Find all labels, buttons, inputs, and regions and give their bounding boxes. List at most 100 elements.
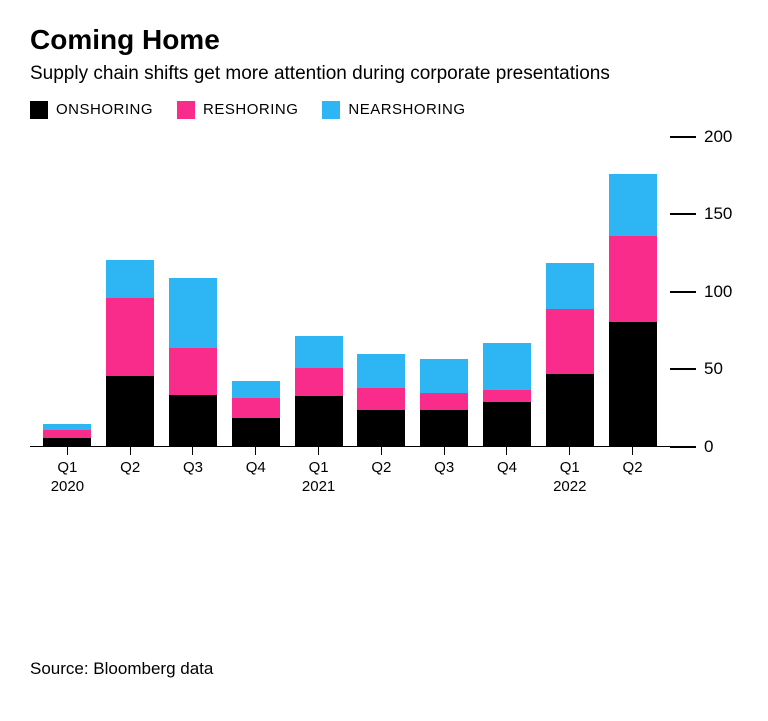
y-tick-mark: [670, 136, 696, 138]
bar-column: [609, 174, 657, 445]
x-tick-year: 2021: [295, 478, 343, 495]
legend-item-onshoring: ONSHORING: [30, 101, 153, 119]
bar-segment-reshoring: [609, 236, 657, 321]
x-tick-quarter: Q4: [483, 459, 531, 476]
source-text: Source: Bloomberg data: [30, 659, 213, 679]
bars-container: [30, 136, 670, 446]
chart-subtitle: Supply chain shifts get more attention d…: [30, 62, 710, 87]
bar-segment-onshoring: [169, 395, 217, 446]
bar-column: [420, 359, 468, 446]
x-tick-mark: [381, 447, 382, 455]
bar-segment-onshoring: [357, 410, 405, 446]
y-tick-mark: [670, 446, 696, 448]
y-tick-label: 0: [704, 437, 713, 457]
bar-column: [106, 260, 154, 446]
x-tick-mark: [506, 447, 507, 455]
bar-segment-onshoring: [546, 374, 594, 445]
x-tick-quarter: Q1: [43, 459, 91, 476]
x-tick-quarter: Q2: [609, 459, 657, 476]
bar-segment-onshoring: [43, 438, 91, 446]
bar-segment-onshoring: [483, 402, 531, 445]
x-tick-quarter: Q4: [232, 459, 280, 476]
y-tick-label: 100: [704, 282, 732, 302]
bar-segment-nearshoring: [106, 260, 154, 299]
y-tick: 150: [670, 204, 732, 224]
bar-segment-nearshoring: [169, 278, 217, 348]
chart-title: Coming Home: [30, 24, 738, 56]
y-tick: 0: [670, 437, 713, 457]
bar-segment-reshoring: [483, 390, 531, 402]
x-tick-quarter: Q2: [106, 459, 154, 476]
y-tick: 200: [670, 127, 732, 147]
bar-segment-reshoring: [357, 388, 405, 410]
bar-segment-nearshoring: [546, 263, 594, 310]
y-tick-mark: [670, 291, 696, 293]
bar-segment-reshoring: [169, 348, 217, 395]
bar-segment-onshoring: [420, 410, 468, 446]
bar-column: [295, 336, 343, 446]
bar-segment-nearshoring: [232, 381, 280, 398]
x-tick-mark: [318, 447, 319, 455]
bar-segment-reshoring: [420, 393, 468, 410]
legend-item-nearshoring: NEARSHORING: [322, 101, 465, 119]
x-tick-mark: [192, 447, 193, 455]
bar-segment-reshoring: [106, 298, 154, 376]
bar-segment-reshoring: [43, 430, 91, 438]
y-axis: 050100150200: [670, 137, 738, 447]
x-tick-quarter: Q1: [295, 459, 343, 476]
x-tick: Q3: [420, 447, 468, 495]
chart: 050100150200 Q12020Q2Q3Q4Q12021Q2Q3Q4Q12…: [30, 137, 738, 497]
x-axis: Q12020Q2Q3Q4Q12021Q2Q3Q4Q12022Q2: [30, 447, 670, 495]
x-tick-mark: [632, 447, 633, 455]
bar-column: [43, 424, 91, 446]
legend-label: RESHORING: [203, 101, 298, 118]
x-tick: Q2: [609, 447, 657, 495]
legend-label: NEARSHORING: [348, 101, 465, 118]
bar-column: [546, 263, 594, 446]
x-tick: Q2: [357, 447, 405, 495]
bar-column: [232, 381, 280, 446]
legend-swatch: [30, 101, 48, 119]
bar-segment-nearshoring: [483, 343, 531, 390]
bar-segment-onshoring: [106, 376, 154, 446]
x-tick-quarter: Q2: [357, 459, 405, 476]
legend-swatch: [322, 101, 340, 119]
x-tick-mark: [444, 447, 445, 455]
bar-segment-nearshoring: [357, 354, 405, 388]
y-tick: 50: [670, 359, 723, 379]
legend-item-reshoring: RESHORING: [177, 101, 298, 119]
x-tick-year: 2022: [546, 478, 594, 495]
x-tick-mark: [569, 447, 570, 455]
x-tick-mark: [130, 447, 131, 455]
y-tick-label: 150: [704, 204, 732, 224]
bar-segment-nearshoring: [609, 174, 657, 236]
bar-segment-reshoring: [546, 309, 594, 374]
y-tick-mark: [670, 368, 696, 370]
x-tick-quarter: Q3: [420, 459, 468, 476]
legend-label: ONSHORING: [56, 101, 153, 118]
x-tick-mark: [255, 447, 256, 455]
legend: ONSHORING RESHORING NEARSHORING: [30, 101, 738, 119]
y-tick: 100: [670, 282, 732, 302]
plot-area: [30, 137, 670, 447]
x-tick: Q4: [232, 447, 280, 495]
y-tick-label: 50: [704, 359, 723, 379]
x-tick: Q3: [169, 447, 217, 495]
y-tick-label: 200: [704, 127, 732, 147]
bar-segment-onshoring: [295, 396, 343, 446]
x-tick-quarter: Q3: [169, 459, 217, 476]
bar-segment-nearshoring: [420, 359, 468, 393]
y-tick-mark: [670, 213, 696, 215]
x-tick-mark: [67, 447, 68, 455]
bar-segment-onshoring: [232, 418, 280, 446]
bar-column: [169, 278, 217, 445]
legend-swatch: [177, 101, 195, 119]
bar-segment-reshoring: [232, 398, 280, 418]
bar-column: [357, 354, 405, 445]
bar-segment-reshoring: [295, 368, 343, 396]
x-tick: Q2: [106, 447, 154, 495]
x-tick: Q12022: [546, 447, 594, 495]
bar-segment-nearshoring: [295, 336, 343, 369]
bar-segment-onshoring: [609, 322, 657, 446]
x-tick: Q12020: [43, 447, 91, 495]
